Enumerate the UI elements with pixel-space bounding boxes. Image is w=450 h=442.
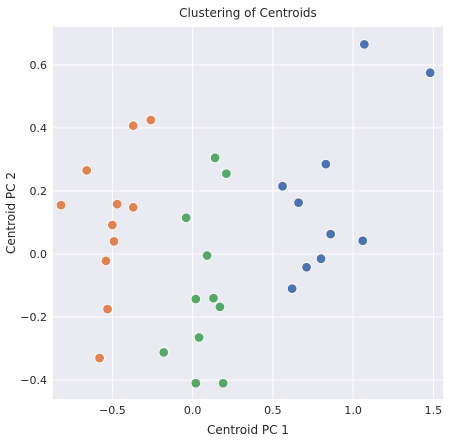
y-tick-label: 0.6 — [30, 59, 48, 72]
scatter-point-cluster-2 — [94, 352, 105, 364]
scatter-point-cluster-3 — [221, 168, 232, 179]
scatter-point-cluster-1 — [357, 235, 368, 246]
x-axis-label: Centroid PC 1 — [207, 423, 289, 437]
scatter-point-cluster-2 — [100, 255, 112, 267]
scatter-point-cluster-3 — [190, 378, 202, 389]
y-axis-label: Centroid PC 2 — [4, 172, 18, 254]
data-points — [55, 39, 436, 389]
scatter-point-cluster-1 — [293, 197, 304, 208]
scatter-point-cluster-1 — [424, 67, 436, 78]
scatter-point-cluster-1 — [315, 253, 327, 264]
scatter-point-cluster-2 — [102, 303, 113, 315]
y-tick-labels: −0.4 −0.2 0.0 0.2 0.4 0.6 — [20, 59, 47, 387]
y-tick-label: 0.2 — [30, 185, 48, 198]
scatter-point-cluster-1 — [359, 39, 370, 50]
scatter-point-cluster-3 — [190, 293, 202, 305]
scatter-point-cluster-3 — [193, 332, 205, 343]
x-tick-labels: −0.5 0.0 0.5 1.0 1.5 — [99, 404, 442, 417]
y-tick-label: −0.4 — [20, 374, 47, 387]
scatter-point-cluster-2 — [107, 219, 118, 231]
scatter-point-cluster-3 — [158, 347, 169, 358]
x-tick-label: 0.5 — [264, 404, 282, 417]
scatter-point-cluster-3 — [209, 152, 221, 164]
scatter-point-cluster-2 — [145, 114, 157, 126]
chart-title: Clustering of Centroids — [179, 6, 317, 20]
scatter-point-cluster-1 — [277, 181, 288, 192]
scatter-point-cluster-2 — [81, 165, 92, 176]
grid — [53, 27, 443, 399]
scatter-point-cluster-2 — [128, 202, 139, 213]
x-tick-label: −0.5 — [99, 404, 126, 417]
x-tick-label: 1.5 — [425, 404, 443, 417]
scatter-point-cluster-3 — [217, 378, 229, 389]
scatter-point-cluster-2 — [55, 199, 67, 211]
scatter-point-cluster-3 — [181, 212, 192, 223]
scatter-point-cluster-2 — [108, 236, 120, 247]
scatter-point-cluster-1 — [301, 262, 312, 273]
scatter-point-cluster-2 — [111, 198, 123, 210]
x-tick-label: 0.0 — [184, 404, 202, 417]
scatter-point-cluster-1 — [320, 158, 332, 170]
scatter-point-cluster-3 — [208, 292, 219, 304]
scatter-point-cluster-3 — [201, 250, 213, 261]
scatter-point-cluster-3 — [214, 301, 226, 313]
scatter-point-cluster-1 — [325, 228, 336, 240]
plot-area — [53, 27, 443, 399]
scatter-point-cluster-2 — [128, 120, 139, 131]
y-tick-label: 0.0 — [30, 248, 48, 261]
x-tick-label: 1.0 — [344, 404, 362, 417]
scatter-point-cluster-1 — [286, 283, 298, 294]
y-tick-label: 0.4 — [30, 122, 48, 135]
y-tick-label: −0.2 — [20, 311, 47, 324]
